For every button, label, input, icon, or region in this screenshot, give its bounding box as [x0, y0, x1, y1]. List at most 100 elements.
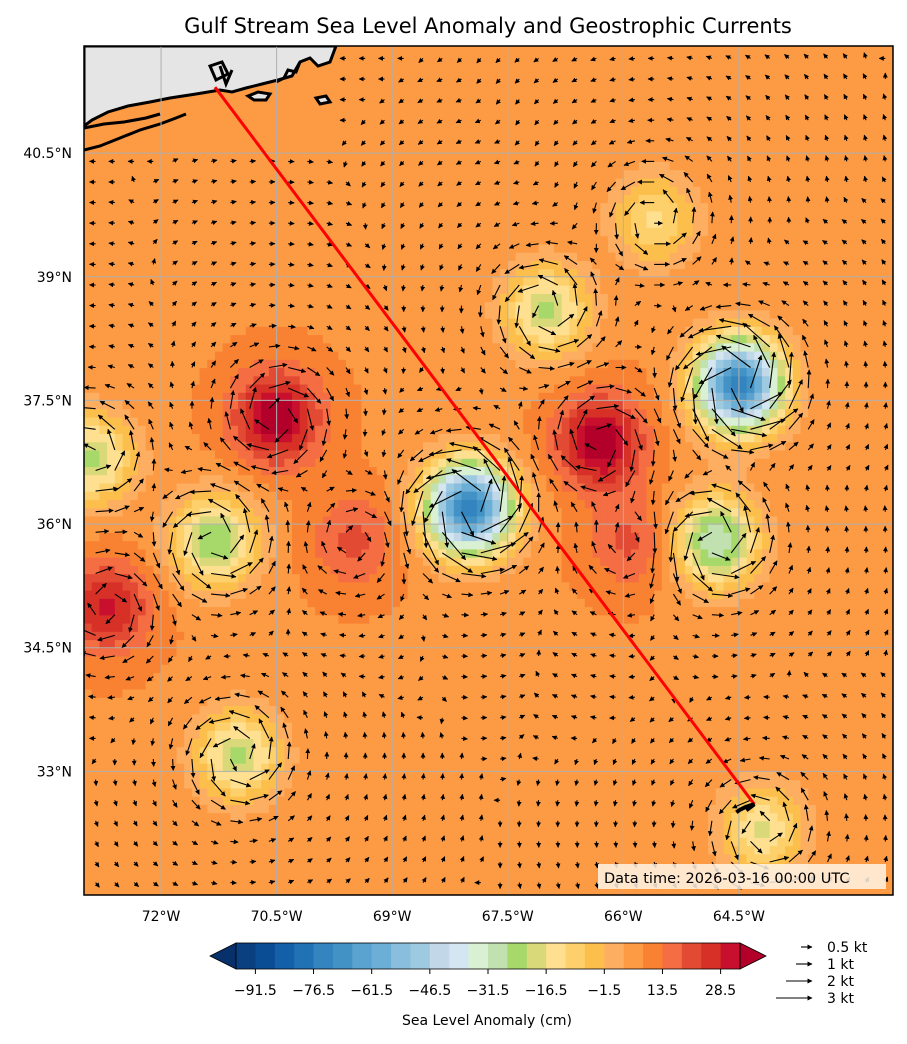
sla-cell [862, 738, 871, 748]
sla-cell [476, 639, 486, 649]
sla-cell [762, 738, 771, 748]
sla-cell [862, 721, 871, 731]
sla-cell [754, 557, 763, 566]
sla-cell [553, 804, 563, 814]
sla-cell [746, 754, 755, 764]
sla-cell [569, 870, 578, 880]
sla-cell [214, 581, 224, 591]
sla-cell [715, 697, 725, 707]
sla-cell [777, 812, 786, 822]
sla-cell [153, 746, 162, 756]
sla-cell [330, 548, 339, 558]
sla-cell [268, 862, 278, 871]
sla-cell [654, 853, 663, 863]
sla-cell [114, 688, 124, 698]
sla-cell [839, 557, 848, 566]
sla-cell [315, 738, 324, 748]
sla-cell [492, 787, 501, 797]
sla-cell [654, 614, 663, 624]
sla-cell [261, 631, 270, 641]
sla-cell [99, 573, 108, 583]
sla-cell [214, 820, 224, 830]
sla-cell [507, 647, 517, 657]
sla-cell [546, 598, 555, 608]
sla-cell [292, 796, 301, 805]
sla-cell [731, 680, 740, 690]
sla-cell [161, 763, 170, 772]
sla-cell [484, 779, 493, 789]
sla-cell [600, 754, 609, 764]
sla-cell [338, 697, 347, 707]
sla-cell [438, 647, 447, 657]
sla-cell [345, 614, 355, 624]
sla-cell [661, 606, 671, 616]
sla-cell [361, 598, 370, 608]
sla-cell [330, 779, 339, 789]
sla-cell [708, 581, 717, 591]
sla-cell [492, 622, 501, 632]
sla-cell [245, 779, 255, 789]
sla-cell [345, 721, 355, 731]
sla-cell [191, 763, 201, 772]
sla-cell [846, 655, 856, 665]
sla-cell [854, 845, 863, 855]
sla-cell [661, 713, 671, 723]
sla-cell [122, 796, 131, 805]
sla-cell [877, 606, 886, 616]
sla-cell [184, 598, 193, 608]
sla-cell [268, 804, 278, 814]
sla-cell [584, 754, 594, 764]
sla-cell [738, 705, 748, 715]
sla-cell [415, 557, 424, 566]
sla-cell [199, 870, 208, 880]
sla-cell [199, 853, 208, 863]
sla-cell [577, 771, 586, 781]
sla-cell [114, 862, 124, 871]
sla-cell [715, 688, 725, 698]
sla-cell [654, 655, 663, 665]
sla-cell [592, 730, 601, 739]
sla-cell [469, 598, 478, 608]
sla-cell [176, 853, 185, 863]
sla-cell [145, 573, 154, 583]
sla-cell [769, 565, 779, 575]
sla-cell [885, 837, 893, 847]
sla-cell [114, 557, 124, 566]
sla-cell [284, 853, 293, 863]
sla-cell [808, 581, 817, 591]
sla-cell [777, 565, 786, 575]
sla-cell [623, 590, 632, 599]
sla-cell [276, 804, 285, 814]
sla-cell [708, 557, 717, 566]
sla-cell [376, 837, 386, 847]
sla-cell [122, 845, 131, 855]
sla-cell [592, 655, 601, 665]
sla-cell [99, 820, 108, 830]
sla-cell [808, 763, 817, 772]
sla-cell [546, 515, 555, 525]
sla-cell [222, 804, 231, 814]
sla-cell [638, 771, 648, 781]
sla-cell [114, 573, 124, 583]
sla-cell [238, 672, 247, 682]
sla-cell [762, 565, 771, 575]
sla-cell [315, 853, 324, 863]
sla-cell [615, 507, 624, 517]
sla-cell [584, 730, 594, 739]
sla-cell [523, 829, 532, 838]
sla-cell [777, 713, 786, 723]
sla-cell [661, 730, 671, 739]
sla-cell [553, 573, 563, 583]
sla-cell [738, 631, 748, 641]
sla-cell [238, 680, 247, 690]
sla-cell [292, 565, 301, 575]
sla-cell [322, 870, 332, 880]
sla-cell [392, 845, 401, 855]
sla-cell [315, 713, 324, 723]
sla-cell [762, 548, 771, 558]
sla-cell [715, 713, 725, 723]
sla-cell [153, 870, 162, 880]
sla-cell [669, 540, 678, 550]
sla-cell [738, 721, 748, 731]
sla-cell [284, 532, 293, 542]
